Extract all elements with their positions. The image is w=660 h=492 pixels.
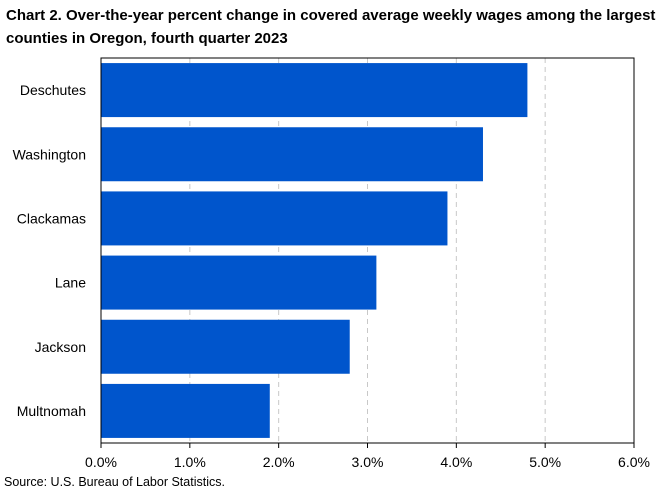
bar-clackamas [101,191,448,246]
x-tick-label: 1.0% [174,454,206,470]
source-note: Source: U.S. Bureau of Labor Statistics. [4,475,225,489]
chart-title: Chart 2. Over-the-year percent change in… [6,7,656,47]
x-tick-label: 0.0% [85,454,117,470]
category-label: Multnomah [17,403,86,419]
bar-jackson [101,319,350,374]
category-label: Jackson [35,339,86,355]
bar-washington [101,127,483,182]
x-tick-label: 2.0% [263,454,295,470]
bar-lane [101,255,377,310]
x-tick-label: 5.0% [529,454,561,470]
x-tick-label: 6.0% [618,454,650,470]
category-label: Deschutes [20,82,86,98]
bar-multnomah [101,383,270,438]
category-label: Lane [55,275,86,291]
category-label: Clackamas [17,210,86,226]
bar-deschutes [101,63,528,118]
x-tick-label: 3.0% [352,454,384,470]
category-label: Washington [13,146,86,162]
x-tick-label: 4.0% [440,454,472,470]
